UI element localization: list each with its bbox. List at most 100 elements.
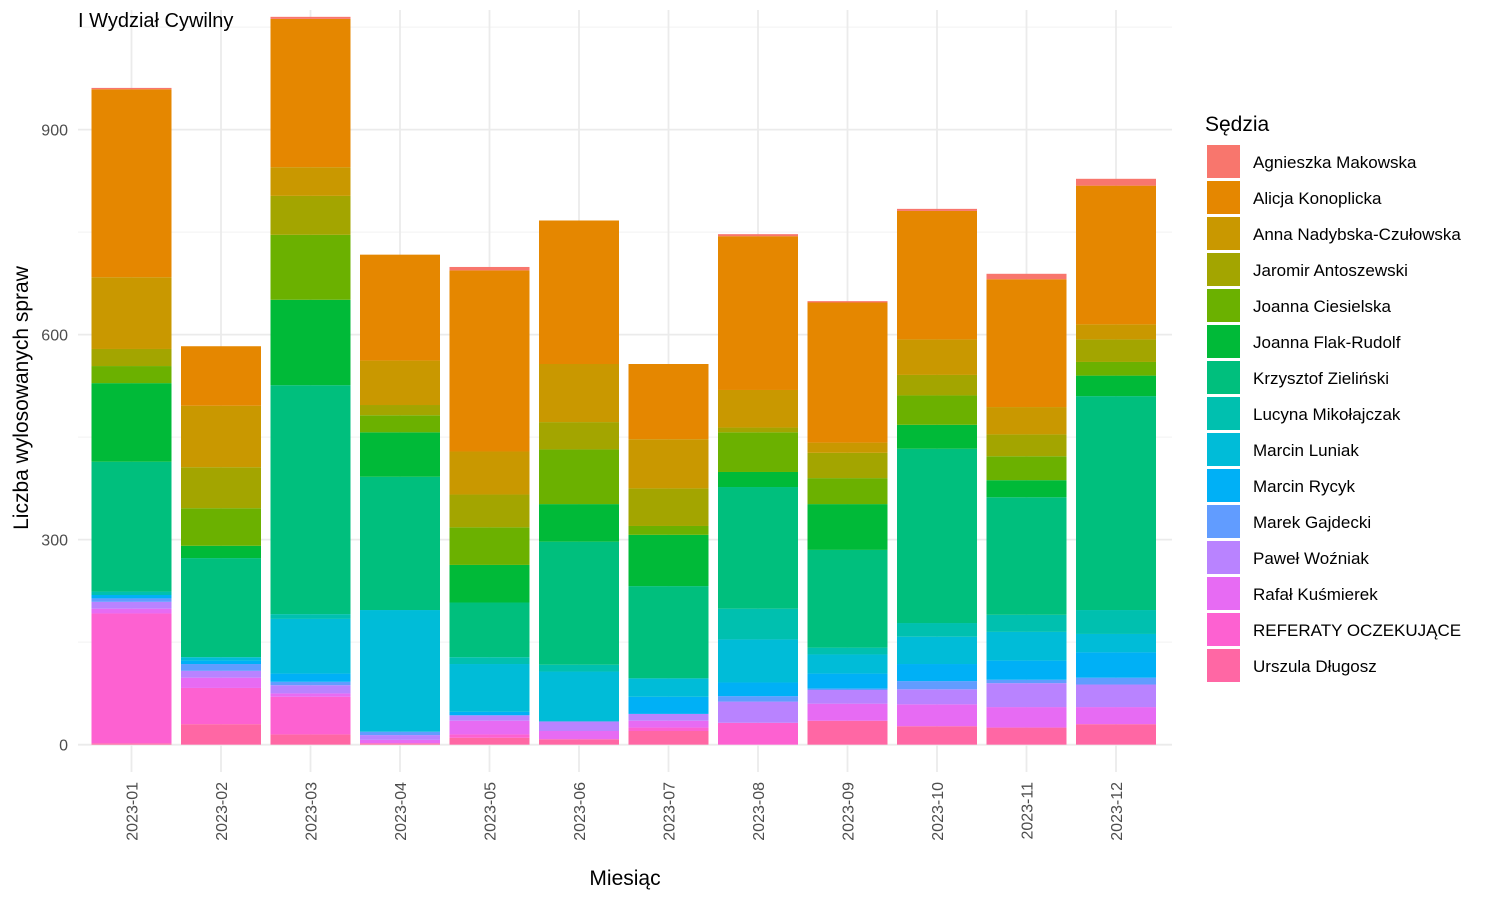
bar-segment [449, 527, 530, 565]
legend-swatch [1207, 253, 1240, 286]
chart-title: I Wydział Cywilny [78, 10, 233, 32]
legend-label: Krzysztof Zieliński [1253, 369, 1389, 388]
bar-segment [986, 497, 1067, 615]
legend-title: Sędzia [1205, 113, 1270, 136]
bar-segment [91, 366, 172, 384]
legend-swatch [1207, 577, 1240, 610]
x-tick-label: 2023-06 [572, 782, 589, 841]
x-tick-label: 2023-05 [483, 782, 500, 841]
bar-segment [1076, 652, 1156, 678]
legend-label: Paweł Woźniak [1253, 549, 1369, 568]
bar-segment [360, 610, 440, 732]
bar-segment [449, 494, 530, 528]
bar-segment [897, 636, 977, 665]
bar-segment [270, 681, 351, 686]
bar-segment [91, 598, 172, 602]
bar-segment [181, 545, 261, 559]
legend-swatch [1207, 181, 1240, 214]
legend-swatch [1207, 613, 1240, 646]
bar-segment [1076, 361, 1156, 376]
legend-swatch [1207, 325, 1240, 358]
bar-segment [449, 734, 530, 738]
bar-segment [628, 364, 709, 440]
bar-segment [986, 279, 1067, 408]
bar-segment [897, 623, 977, 637]
bar-segment [539, 449, 619, 505]
bar-segment [1076, 178, 1156, 186]
axis-layer: 0 300 600 900 2023-01 2023-02 2023-03 2023-04 20… [41, 123, 1126, 841]
bar-segment [1076, 707, 1156, 725]
bar-segment [360, 405, 440, 416]
bar-segment [270, 167, 351, 196]
bar-segment [360, 735, 440, 740]
y-axis-title: Liczba wylosowanych spraw [10, 265, 33, 530]
bar-segment [628, 720, 709, 728]
bar-segment [986, 480, 1067, 498]
bar-segment [807, 302, 888, 443]
bar-segment [539, 364, 619, 423]
bar-segment [718, 471, 798, 488]
legend-label: Urszula Długosz [1253, 657, 1377, 676]
legend-label: Alicja Konoplicka [1253, 189, 1382, 208]
bar-segment [718, 696, 798, 702]
bar-segment [449, 451, 530, 495]
bar-segment [360, 743, 440, 745]
bar-segment [181, 724, 261, 745]
bar-segment [270, 614, 351, 619]
x-tick-label: 2023-11 [1020, 782, 1037, 840]
bar-segment [539, 739, 619, 745]
bar-segment [91, 613, 172, 744]
bar-segment [181, 670, 261, 678]
bar-segment [628, 678, 709, 697]
x-tick-label: 2023-03 [304, 782, 321, 841]
bar-segment [628, 586, 709, 679]
legend-label: Rafał Kuśmierek [1253, 585, 1378, 604]
bar-segment [539, 220, 619, 365]
x-tick-label: 2023-12 [1109, 782, 1126, 841]
bar-segment [986, 683, 1067, 708]
y-tick-label: 300 [41, 533, 68, 550]
bar-segment [718, 701, 798, 723]
bar-segment [360, 476, 440, 611]
bar-segment [449, 720, 530, 735]
bar-segment [181, 558, 261, 658]
bar-segment [718, 608, 798, 640]
legend-label: Agnieszka Makowska [1253, 153, 1417, 172]
bar-segment [449, 266, 530, 271]
bar-segment [718, 682, 798, 697]
bar-segment [628, 534, 709, 587]
bar-segment [807, 647, 888, 655]
bar-segment [181, 660, 261, 665]
x-axis-title: Miesiąc [589, 867, 660, 890]
bar-segment [1076, 185, 1156, 325]
bar-segment [807, 703, 888, 721]
bar-segment [807, 688, 888, 690]
x-tick-label: 2023-07 [662, 782, 679, 841]
bar-segment [270, 385, 351, 615]
bar-segment [897, 208, 977, 211]
bar-segment [539, 504, 619, 542]
bar-segment [718, 722, 798, 745]
bar-segment [628, 727, 709, 731]
bar-segment [986, 631, 1067, 661]
bar-segment [807, 504, 888, 550]
bar-segment [360, 360, 440, 406]
bar-segment [628, 488, 709, 526]
bar-segment [807, 720, 888, 745]
bar-segment [270, 16, 351, 19]
legend-swatch [1207, 145, 1240, 178]
bar-segment [449, 664, 530, 712]
x-tick-label: 2023-01 [125, 782, 142, 841]
x-tick-label: 2023-10 [930, 782, 947, 841]
bar-segment [449, 737, 530, 745]
bar-segment [1076, 339, 1156, 362]
bar-segment [270, 299, 351, 386]
y-tick-label: 900 [41, 123, 68, 140]
bar-segment [91, 594, 172, 599]
bar-segment [897, 374, 977, 396]
bar-segment [718, 432, 798, 472]
bar-segment [360, 739, 440, 744]
bar-segment [91, 591, 172, 595]
bar-segment [628, 713, 709, 721]
